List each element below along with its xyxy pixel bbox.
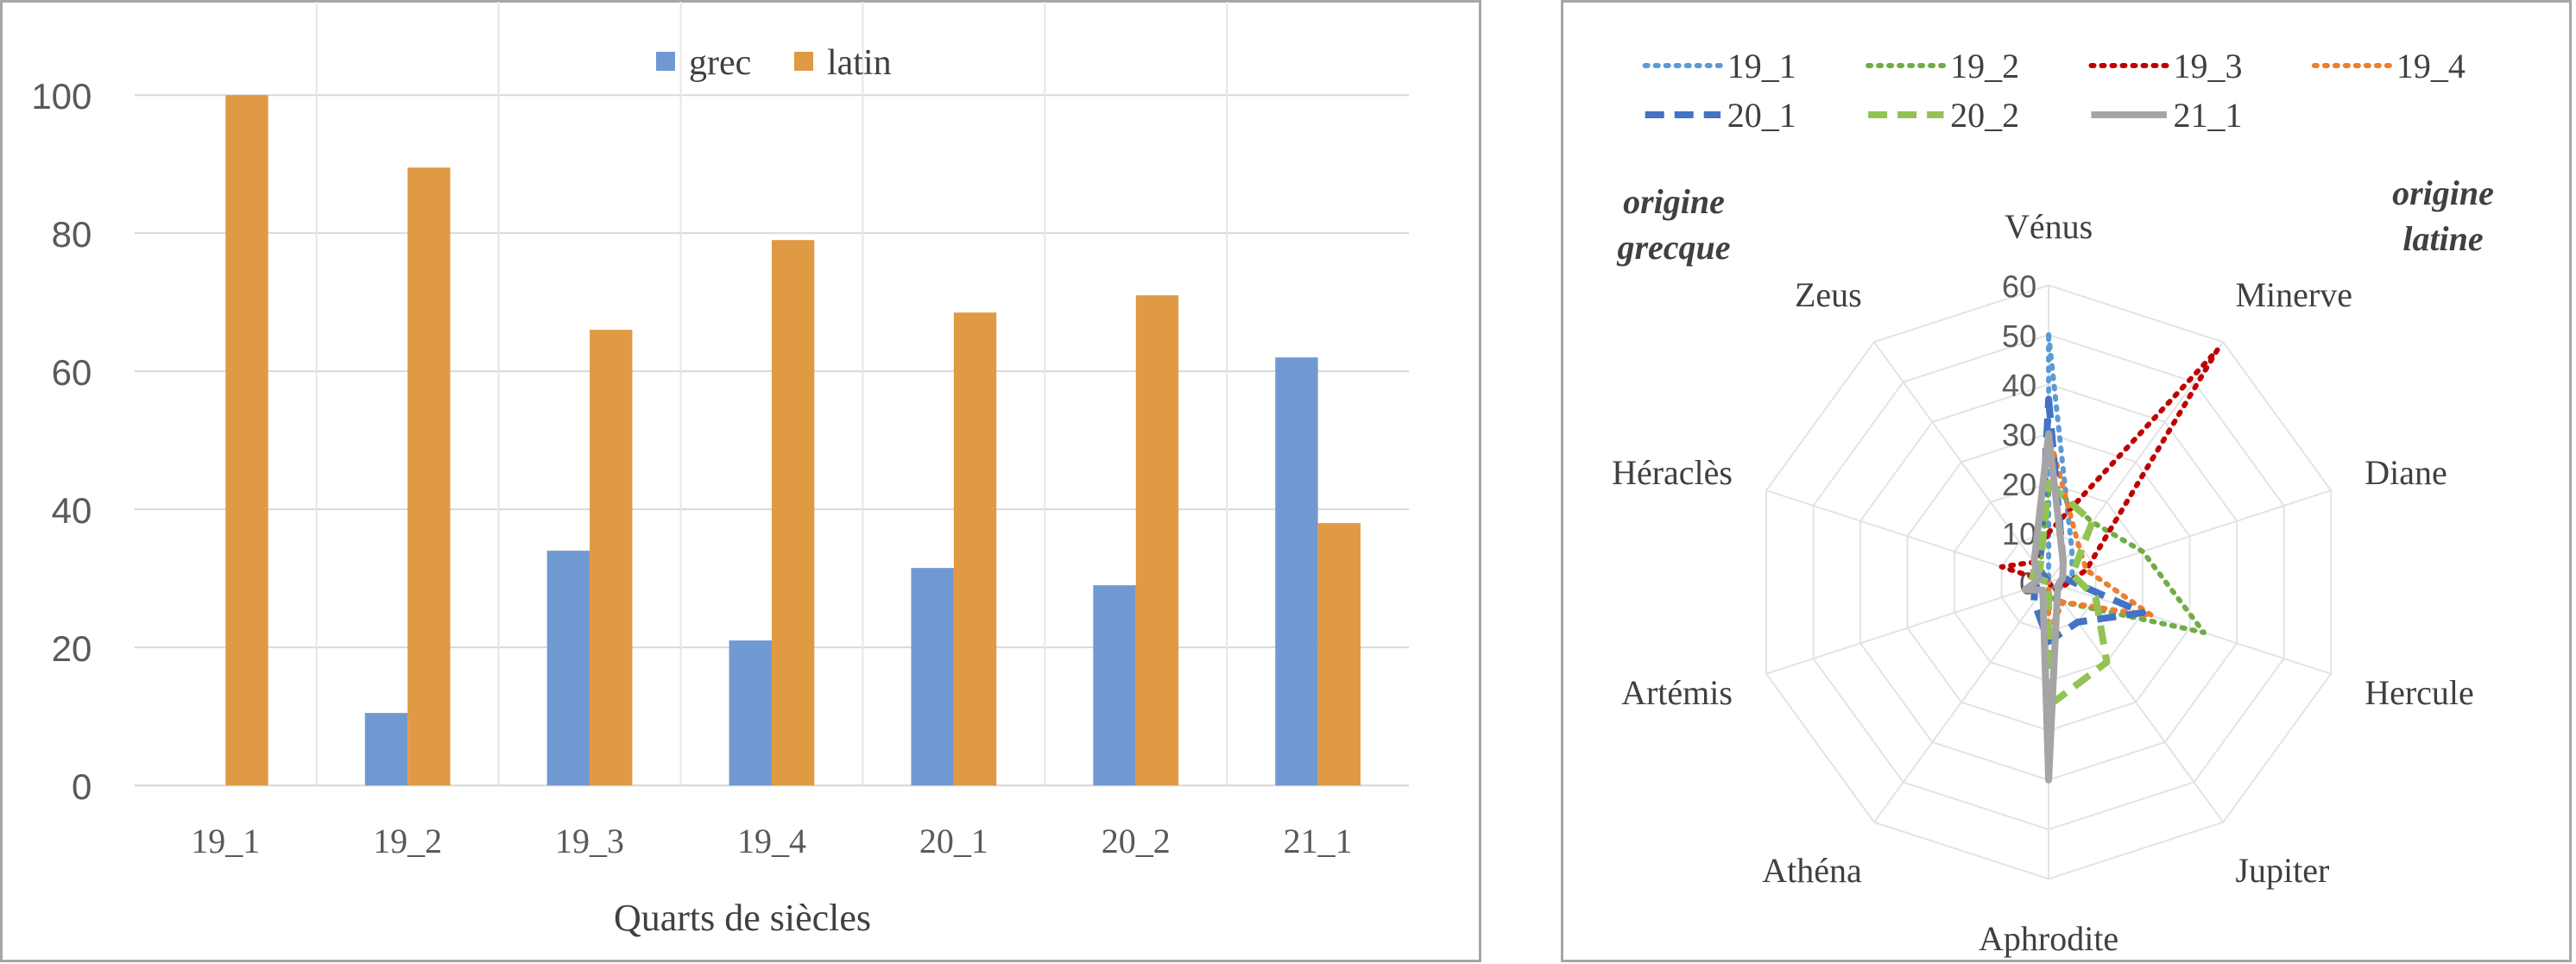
- radar-r-tick-label: 60: [2002, 269, 2036, 305]
- bar-y-tick-labels: 0 20 40 60 80 100: [31, 76, 92, 807]
- radar-series-19_1: [2046, 331, 2075, 593]
- legend-swatch-grec: [656, 52, 675, 71]
- bar-latin-19_2: [407, 167, 451, 786]
- bar-chart: 0 20 40 60 80 100 19_1 19_2 19_3 19_4 20_1 20_2 21_…: [0, 0, 1481, 962]
- y-tick-label: 40: [52, 490, 92, 531]
- radar-axis-label: Athéna: [1762, 851, 1862, 890]
- annotation-greek-line2: grecque: [1616, 228, 1730, 267]
- y-tick-label: 100: [31, 76, 92, 117]
- bar-chart-frame: [0, 0, 1481, 962]
- legend-label-20_1: 20_1: [1727, 96, 1796, 135]
- radar-axis-label: Artémis: [1621, 673, 1733, 712]
- bar-grec-20_2: [1093, 585, 1136, 786]
- x-tick-label: 19_2: [373, 822, 442, 860]
- bar-grec-19_2: [364, 713, 408, 786]
- radar-axis-label: Aphrodite: [1979, 919, 2118, 958]
- bar-series: [225, 95, 1361, 786]
- radar-series-20_2: [2021, 479, 2111, 709]
- bar-legend: grec latin: [656, 43, 892, 83]
- y-tick-label: 60: [52, 352, 92, 393]
- bar-grec-21_1: [1275, 357, 1318, 786]
- radar-spoke: [1873, 581, 2049, 823]
- annotation-greek-origin: origine grecque: [1616, 182, 1730, 267]
- annotation-latin-line1: origine: [2392, 173, 2494, 212]
- bar-x-tick-labels: 19_1 19_2 19_3 19_4 20_1 20_2 21_1: [191, 822, 1352, 860]
- legend-label-grec: grec: [689, 43, 751, 83]
- legend-label-20_2: 20_2: [1950, 96, 2019, 135]
- legend-label-19_4: 19_4: [2396, 47, 2466, 85]
- radar-axis-label: Héraclès: [1612, 453, 1733, 492]
- bar-grec-19_4: [729, 640, 772, 786]
- radar-axis-label: Vénus: [2005, 207, 2093, 246]
- annotation-latin-line2: latine: [2402, 219, 2483, 258]
- x-tick-label: 20_2: [1102, 822, 1171, 860]
- radar-r-tick-label: 20: [2002, 467, 2036, 502]
- radar-legend: 19_1 19_2 19_3 19_4 20_1 20_2 21_1: [1642, 47, 2466, 135]
- x-tick-label: 19_4: [737, 822, 806, 860]
- radar-spoke: [1873, 341, 2049, 583]
- y-tick-label: 80: [52, 214, 92, 255]
- radar-r-tick-label: 10: [2002, 516, 2036, 551]
- radar-r-tick-label: 30: [2002, 418, 2036, 453]
- bar-latin-19_3: [590, 330, 633, 786]
- annotation-latin-origin: origine latine: [2392, 173, 2494, 258]
- legend-label-latin: latin: [827, 43, 892, 83]
- y-tick-label: 0: [72, 766, 92, 807]
- radar-axis-label: Minerve: [2235, 275, 2352, 314]
- radar-chart: 19_1 19_2 19_3 19_420_1 20_2 21_1 01020304050…: [1561, 0, 2572, 962]
- bar-grec-19_3: [546, 551, 590, 786]
- radar-series-21_1: [2021, 430, 2067, 784]
- x-tick-label: 20_1: [919, 822, 988, 860]
- legend-label-21_1: 21_1: [2174, 96, 2243, 135]
- radar-spoke: [2048, 489, 2332, 583]
- radar-r-tick-label: 50: [2002, 318, 2036, 354]
- y-tick-label: 20: [52, 628, 92, 669]
- radar-axis-label: Zeus: [1795, 275, 1862, 314]
- bar-latin-19_1: [225, 95, 268, 786]
- legend-swatch-latin: [794, 52, 813, 71]
- radar-axis-labels: Vénus Minerve Diane Hercule Jupiter Aphrodite…: [1612, 207, 2474, 958]
- bar-grec-20_1: [911, 568, 954, 786]
- x-axis-title: Quarts de siècles: [614, 897, 871, 939]
- radar-series: [1998, 331, 2220, 784]
- annotation-greek-line1: origine: [1623, 182, 1725, 221]
- radar-axis-label: Diane: [2364, 453, 2447, 492]
- radar-spoke: [1765, 581, 2049, 675]
- legend-label-19_1: 19_1: [1727, 47, 1796, 85]
- bar-latin-21_1: [1317, 523, 1361, 786]
- bar-latin-20_1: [953, 312, 997, 786]
- bar-latin-20_2: [1135, 295, 1179, 786]
- x-tick-label: 19_1: [191, 822, 260, 860]
- x-tick-label: 21_1: [1284, 822, 1353, 860]
- legend-label-19_3: 19_3: [2174, 47, 2243, 85]
- radar-r-tick-label: 40: [2002, 368, 2036, 403]
- legend-label-19_2: 19_2: [1950, 47, 2019, 85]
- radar-axis-label: Hercule: [2364, 673, 2474, 712]
- x-tick-label: 19_3: [555, 822, 624, 860]
- radar-axis-label: Jupiter: [2235, 851, 2329, 890]
- bar-latin-19_4: [771, 240, 815, 786]
